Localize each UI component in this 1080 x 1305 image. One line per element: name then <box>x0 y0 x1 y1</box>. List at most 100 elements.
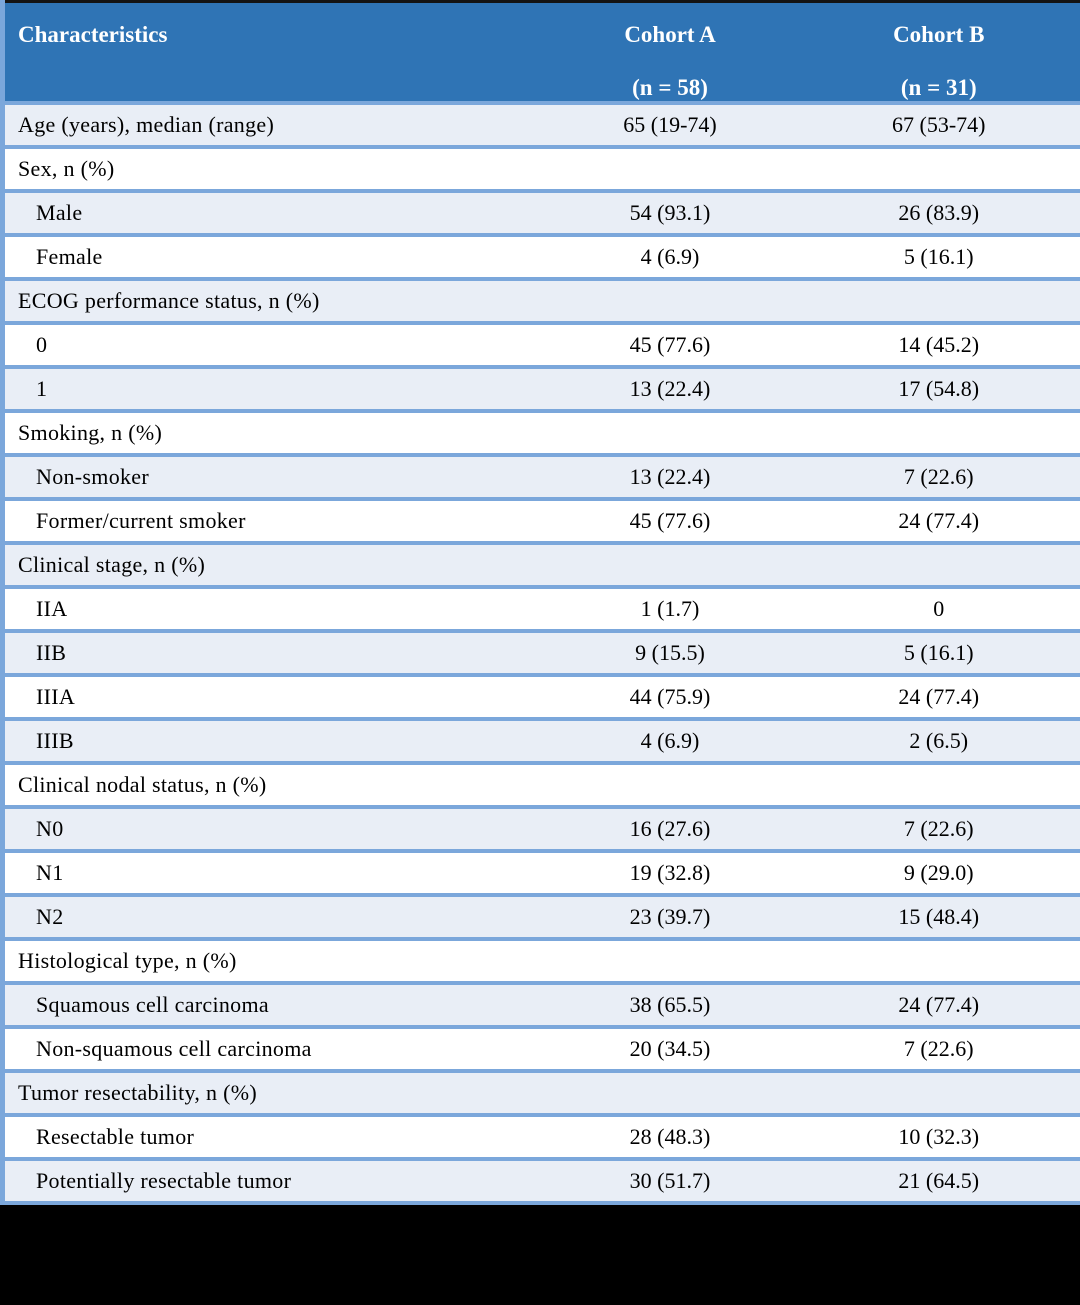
cohort-b-title: Cohort B <box>893 22 985 47</box>
row-label: N0 <box>2 805 543 851</box>
cohort-b-value: 2 (6.5) <box>797 717 1080 763</box>
table-row-resectability-group: Tumor resectability, n (%) <box>2 1069 1080 1115</box>
cohort-a-value: 20 (34.5) <box>542 1025 798 1071</box>
table-row-stage-iiib: IIIB 4 (6.9) 2 (6.5) <box>2 717 1080 763</box>
cohort-a-value: 1 (1.7) <box>542 585 798 631</box>
row-label: Non-squamous cell carcinoma <box>2 1025 543 1071</box>
table-row-stage-iiia: IIIA 44 (75.9) 24 (77.4) <box>2 673 1080 719</box>
cohort-a-value: 44 (75.9) <box>542 673 798 719</box>
table-row-female: Female 4 (6.9) 5 (16.1) <box>2 233 1080 279</box>
table-row-n0: N0 16 (27.6) 7 (22.6) <box>2 805 1080 851</box>
cohort-a-value <box>542 1069 798 1115</box>
header-characteristics: Characteristics <box>2 1 543 103</box>
row-label: Female <box>2 233 543 279</box>
cohort-b-value: 5 (16.1) <box>797 629 1080 675</box>
cohort-a-value <box>542 277 798 323</box>
cohort-b-value: 14 (45.2) <box>797 321 1080 367</box>
table-row-ecog-group: ECOG performance status, n (%) <box>2 277 1080 323</box>
table-row-ecog-0: 0 45 (77.6) 14 (45.2) <box>2 321 1080 367</box>
cohort-a-value: 45 (77.6) <box>542 321 798 367</box>
cohort-a-value: 28 (48.3) <box>542 1113 798 1159</box>
cohort-b-value <box>797 541 1080 587</box>
row-label: Age (years), median (range) <box>2 101 543 147</box>
table-row-non-squamous: Non-squamous cell carcinoma 20 (34.5) 7 … <box>2 1025 1080 1071</box>
table-row-resectable: Resectable tumor 28 (48.3) 10 (32.3) <box>2 1113 1080 1159</box>
row-label: Clinical stage, n (%) <box>2 541 543 587</box>
cohort-a-value: 4 (6.9) <box>542 233 798 279</box>
cohort-b-value <box>797 277 1080 323</box>
row-label: N1 <box>2 849 543 895</box>
cohort-a-value: 65 (19-74) <box>542 101 798 147</box>
table-row-stage-iia: IIA 1 (1.7) 0 <box>2 585 1080 631</box>
cohort-a-value: 38 (65.5) <box>542 981 798 1027</box>
cohort-a-value: 19 (32.8) <box>542 849 798 895</box>
row-label: Smoking, n (%) <box>2 409 543 455</box>
cohort-b-value: 24 (77.4) <box>797 673 1080 719</box>
bottom-black-bar <box>0 1205 1080 1305</box>
cohort-a-value: 23 (39.7) <box>542 893 798 939</box>
cohort-b-value: 15 (48.4) <box>797 893 1080 939</box>
table-row-nodal-status-group: Clinical nodal status, n (%) <box>2 761 1080 807</box>
row-label: 0 <box>2 321 543 367</box>
row-label: IIIB <box>2 717 543 763</box>
row-label: Former/current smoker <box>2 497 543 543</box>
header-cohort-a: Cohort A (n = 58) <box>542 1 798 103</box>
cohort-a-value <box>542 409 798 455</box>
cohort-b-value: 24 (77.4) <box>797 981 1080 1027</box>
row-label: Tumor resectability, n (%) <box>2 1069 543 1115</box>
cohort-a-value <box>542 761 798 807</box>
table-row-former-current-smoker: Former/current smoker 45 (77.6) 24 (77.4… <box>2 497 1080 543</box>
table-row-n2: N2 23 (39.7) 15 (48.4) <box>2 893 1080 939</box>
cohort-b-n: (n = 31) <box>900 75 977 100</box>
row-label: Sex, n (%) <box>2 145 543 191</box>
cohort-b-value: 24 (77.4) <box>797 497 1080 543</box>
cohort-b-value: 17 (54.8) <box>797 365 1080 411</box>
table-row-ecog-1: 1 13 (22.4) 17 (54.8) <box>2 365 1080 411</box>
table-row-n1: N1 19 (32.8) 9 (29.0) <box>2 849 1080 895</box>
row-label: Histological type, n (%) <box>2 937 543 983</box>
cohort-b-value: 21 (64.5) <box>797 1157 1080 1203</box>
table-row-potentially-resectable: Potentially resectable tumor 30 (51.7) 2… <box>2 1157 1080 1203</box>
cohort-a-value: 45 (77.6) <box>542 497 798 543</box>
cohort-b-value: 7 (22.6) <box>797 453 1080 499</box>
cohort-b-value: 9 (29.0) <box>797 849 1080 895</box>
table-row-squamous: Squamous cell carcinoma 38 (65.5) 24 (77… <box>2 981 1080 1027</box>
table-body: Age (years), median (range) 65 (19-74) 6… <box>2 101 1080 1203</box>
table-header: Characteristics Cohort A (n = 58) Cohort… <box>2 1 1080 103</box>
row-label: ECOG performance status, n (%) <box>2 277 543 323</box>
row-label: Clinical nodal status, n (%) <box>2 761 543 807</box>
cohort-b-value <box>797 145 1080 191</box>
table-row-clinical-stage-group: Clinical stage, n (%) <box>2 541 1080 587</box>
cohort-b-value <box>797 761 1080 807</box>
cohort-b-value: 26 (83.9) <box>797 189 1080 235</box>
table-row-stage-iib: IIB 9 (15.5) 5 (16.1) <box>2 629 1080 675</box>
table-row-smoking-group: Smoking, n (%) <box>2 409 1080 455</box>
cohort-b-value <box>797 409 1080 455</box>
row-label: IIA <box>2 585 543 631</box>
cohort-b-value: 5 (16.1) <box>797 233 1080 279</box>
cohort-a-value: 16 (27.6) <box>542 805 798 851</box>
cohort-b-value <box>797 937 1080 983</box>
cohort-a-n: (n = 58) <box>632 75 708 100</box>
row-label: Squamous cell carcinoma <box>2 981 543 1027</box>
table-row-male: Male 54 (93.1) 26 (83.9) <box>2 189 1080 235</box>
cohort-b-value: 7 (22.6) <box>797 1025 1080 1071</box>
cohort-a-value: 13 (22.4) <box>542 453 798 499</box>
cohort-a-value: 4 (6.9) <box>542 717 798 763</box>
row-label: Male <box>2 189 543 235</box>
row-label: N2 <box>2 893 543 939</box>
table-row-sex-group: Sex, n (%) <box>2 145 1080 191</box>
cohort-a-value: 30 (51.7) <box>542 1157 798 1203</box>
row-label: IIB <box>2 629 543 675</box>
cohort-b-value: 10 (32.3) <box>797 1113 1080 1159</box>
cohort-a-value <box>542 937 798 983</box>
cohort-a-value: 13 (22.4) <box>542 365 798 411</box>
table-row-histology-group: Histological type, n (%) <box>2 937 1080 983</box>
row-label: Resectable tumor <box>2 1113 543 1159</box>
cohort-a-value: 54 (93.1) <box>542 189 798 235</box>
table-row-non-smoker: Non-smoker 13 (22.4) 7 (22.6) <box>2 453 1080 499</box>
cohort-b-value: 67 (53-74) <box>797 101 1080 147</box>
row-label: 1 <box>2 365 543 411</box>
cohort-b-value: 7 (22.6) <box>797 805 1080 851</box>
